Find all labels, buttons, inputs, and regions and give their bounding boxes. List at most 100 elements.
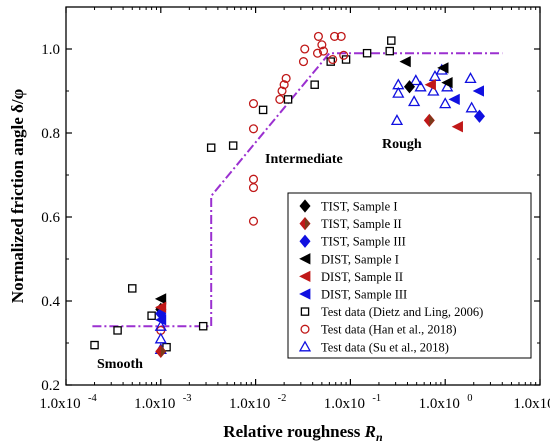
x-axis-title-sub: n <box>376 430 383 444</box>
data-point-s7-5 <box>248 99 259 109</box>
data-point-s1-0-half <box>160 345 166 358</box>
data-point-s8-15 <box>465 101 478 113</box>
data-point-s6-2 <box>128 284 137 293</box>
x-tick-label: 1.0x10 <box>419 396 460 412</box>
y-tick-label: 0.2 <box>41 378 60 394</box>
legend-entry-label: Test data (Dietz and Ling, 2006) <box>321 305 483 319</box>
legend-entry-label: Test data (Su et al., 2018) <box>321 340 449 354</box>
data-point-s8-10 <box>428 69 442 81</box>
data-point-s0-1 <box>403 80 416 94</box>
legend-entry-label: DIST, Sample III <box>321 288 407 302</box>
data-point-s7-4 <box>248 124 259 134</box>
data-point-s7-18 <box>336 31 346 41</box>
axis-ticks-layer <box>65 6 541 386</box>
x-tick-exponent: 0 <box>467 393 472 404</box>
data-point-s1-1-half <box>429 114 435 127</box>
x-axis-title: Relative roughness Rn <box>223 422 383 444</box>
data-point-s8-5 <box>392 78 405 90</box>
data-point-s7-12 <box>312 48 323 58</box>
legend-entry-label: Test data (Han et al., 2018) <box>321 323 457 337</box>
x-tick-exponent: -3 <box>183 393 192 404</box>
legend-marker-5 <box>299 288 311 300</box>
data-point-s3-1 <box>399 55 411 68</box>
legend-entry-label: DIST, Sample II <box>321 270 403 284</box>
data-point-s8-2 <box>154 319 167 331</box>
data-point-s8-12 <box>439 97 452 109</box>
data-point-s8-14 <box>464 72 477 84</box>
legend-marker-2 <box>299 234 311 248</box>
legend-entry-label: TIST, Sample III <box>321 235 406 249</box>
legend: TIST, Sample I TIST, Sample II TIST, Sampl… <box>287 192 532 359</box>
legend-box <box>287 192 532 359</box>
data-point-s6-11 <box>326 57 335 66</box>
data-point-s7-16 <box>328 54 338 65</box>
data-point-s3-3 <box>441 76 453 89</box>
data-points-layer <box>90 31 486 359</box>
data-point-s2-1 <box>473 109 486 123</box>
data-point-s6-10 <box>310 80 319 89</box>
data-point-s8-9 <box>427 84 440 96</box>
plot-border <box>65 6 541 386</box>
x-tick-label: 1.0x10 <box>324 396 365 412</box>
data-point-s7-3 <box>248 174 259 184</box>
x-tick-label: 1.0x10 <box>39 396 80 412</box>
legend-marker-1-half <box>305 217 310 230</box>
plot-frame <box>65 6 541 386</box>
region-label-rough: Rough <box>382 137 422 152</box>
x-tick-label: 1.0x10 <box>229 396 270 412</box>
x-tick-exponent: -1 <box>372 393 381 404</box>
data-point-s6-15 <box>387 36 396 45</box>
legend-marker-0 <box>299 199 311 213</box>
y-axis-title: Normalized friction angle δ/φ <box>8 88 27 303</box>
data-point-s5-1 <box>448 93 460 106</box>
data-point-s7-6 <box>275 94 285 104</box>
data-point-s7-19 <box>339 50 349 60</box>
legend-marker-7 <box>300 324 310 334</box>
axis-labels-layer: 1.0x10 -4 1.0x10 -3 1.0x10 -2 1.0x10 -1 1.0x10 0 1… <box>8 42 550 444</box>
data-point-s6-9 <box>283 95 293 104</box>
data-point-s6-13 <box>362 48 372 58</box>
data-point-s7-9 <box>281 73 291 83</box>
region-label-intermediate: Intermediate <box>265 152 343 167</box>
data-point-s7-14 <box>317 40 327 50</box>
data-point-s8-8 <box>414 80 427 92</box>
legend-marker-8 <box>298 340 312 352</box>
data-point-s5-2 <box>472 85 484 97</box>
data-point-s7-17 <box>329 31 340 41</box>
data-point-s8-4 <box>392 86 405 98</box>
legend-marker-6 <box>300 307 310 316</box>
y-tick-label: 0.4 <box>41 294 60 310</box>
data-point-s7-15 <box>318 46 329 56</box>
legend-entry-label: TIST, Sample II <box>321 217 402 231</box>
y-tick-label: 0.6 <box>41 210 60 226</box>
data-point-s7-11 <box>300 44 310 54</box>
data-point-s7-2 <box>248 183 259 193</box>
data-point-s7-10 <box>298 57 309 67</box>
y-tick-label: 0.8 <box>41 126 60 142</box>
data-point-s4-2 <box>451 121 463 133</box>
x-axis-title-var: R <box>364 422 376 441</box>
data-point-s7-13 <box>313 31 323 41</box>
data-point-s8-1 <box>154 332 167 344</box>
data-point-s6-8 <box>258 105 268 115</box>
data-point-s5-0 <box>154 314 167 326</box>
data-point-s8-3 <box>390 114 404 126</box>
data-point-s7-7 <box>277 86 287 96</box>
legend-marker-3 <box>299 253 311 265</box>
x-tick-label: 1.0x10 <box>134 396 175 412</box>
data-point-s6-5 <box>198 321 208 331</box>
data-point-s3-2 <box>437 62 449 74</box>
data-point-s6-0 <box>90 340 99 350</box>
data-point-s8-7 <box>409 74 422 86</box>
data-point-s8-6 <box>408 95 421 107</box>
data-point-s6-7 <box>228 141 238 150</box>
data-point-s6-6 <box>206 143 216 152</box>
data-point-s6-14 <box>385 46 394 56</box>
data-point-s6-3 <box>147 311 156 320</box>
data-point-s3-0 <box>154 293 167 305</box>
legend-entry-label: DIST, Sample I <box>321 252 399 266</box>
legend-entry-label: TIST, Sample I <box>321 200 398 214</box>
x-tick-exponent: -4 <box>88 393 97 404</box>
x-tick-label: 1.0x10 <box>513 396 550 412</box>
